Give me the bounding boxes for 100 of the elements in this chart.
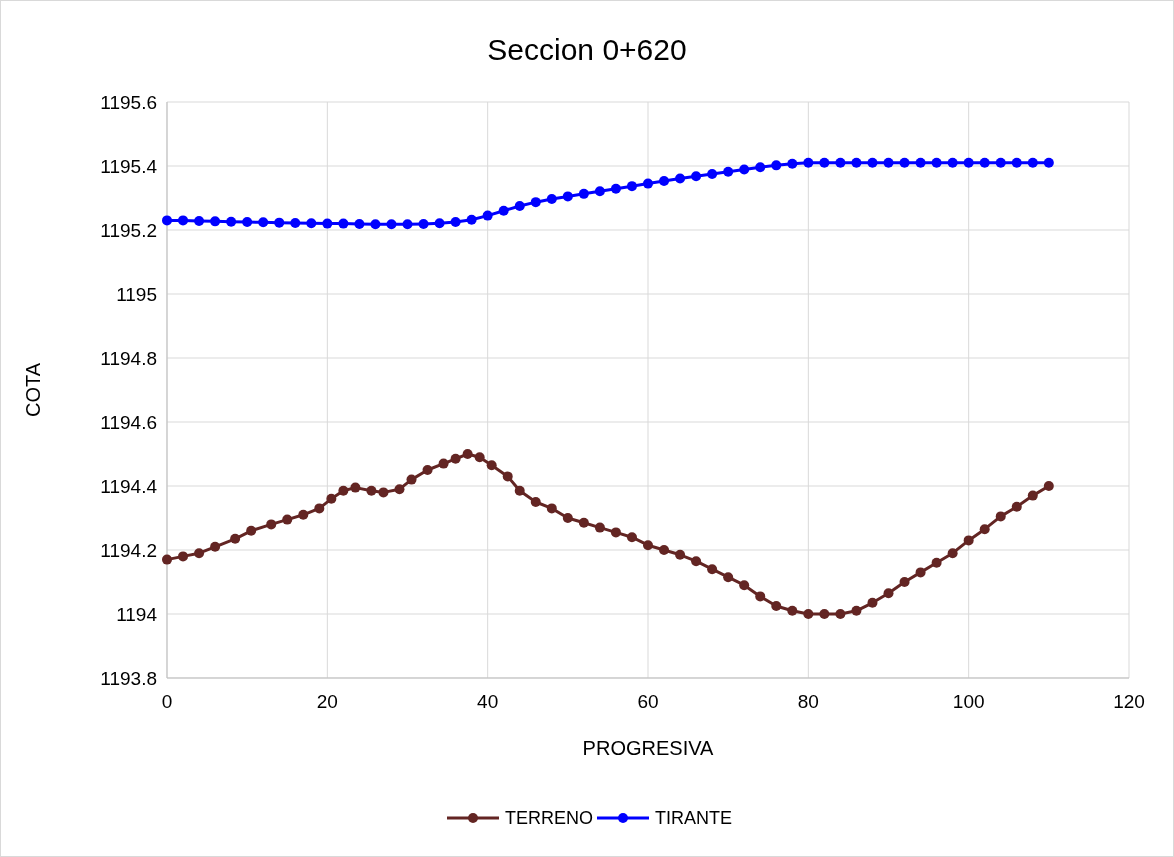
point: [514, 201, 525, 211]
point: [530, 497, 541, 507]
point: [178, 215, 189, 226]
legend-label: TERRENO: [505, 808, 594, 829]
point: [707, 564, 718, 575]
point: [851, 605, 862, 616]
point: [514, 485, 525, 496]
y-tick-label: 1194.8: [100, 347, 157, 369]
point: [787, 605, 798, 616]
point: [578, 188, 589, 199]
point: [787, 158, 798, 169]
y-tick-label: 1194.6: [100, 411, 157, 433]
point: [819, 157, 830, 168]
point: [194, 548, 205, 559]
x-tick-label: 80: [797, 691, 819, 712]
point: [691, 556, 702, 567]
point: [306, 218, 317, 229]
legend-label: TIRANTE: [655, 808, 733, 829]
point: [867, 597, 878, 608]
y-tick-label: 1195.6: [100, 91, 157, 113]
point: [931, 557, 942, 568]
point: [378, 487, 389, 498]
point: [835, 157, 846, 168]
point: [963, 535, 974, 546]
point: [883, 157, 894, 168]
point: [643, 178, 653, 189]
point: [995, 157, 1006, 168]
point: [242, 217, 253, 227]
point: [578, 517, 589, 528]
y-tick-label: 1194.2: [100, 539, 157, 561]
point: [979, 524, 990, 535]
point: [883, 588, 894, 599]
point: [819, 609, 830, 619]
point: [755, 162, 766, 173]
point: [438, 458, 449, 469]
point: [1027, 490, 1038, 501]
point: [162, 215, 172, 226]
y-tick-label: 1195.4: [100, 155, 158, 177]
point: [486, 460, 497, 471]
point: [963, 157, 974, 168]
point: [771, 601, 782, 611]
point: [1043, 157, 1054, 168]
point: [474, 452, 485, 463]
point: [610, 527, 621, 538]
point: [899, 577, 910, 587]
point: [326, 493, 337, 504]
y-axis-title: COTA: [22, 362, 44, 418]
x-tick-label: 100: [952, 691, 985, 712]
point: [707, 169, 718, 179]
point: [402, 219, 413, 230]
point: [1011, 501, 1022, 512]
point: [979, 157, 990, 168]
point: [675, 549, 686, 560]
point: [803, 609, 814, 619]
point: [995, 511, 1006, 522]
point: [258, 217, 269, 228]
point: [230, 533, 241, 544]
point: [462, 449, 473, 459]
point: [354, 218, 365, 229]
point: [546, 503, 557, 514]
point: [562, 191, 573, 202]
point: [851, 157, 862, 168]
point: [482, 210, 493, 221]
point: [406, 474, 417, 485]
point: [723, 166, 734, 177]
point: [867, 157, 878, 168]
x-tick-label: 60: [637, 691, 659, 712]
point: [594, 522, 605, 533]
point: [226, 216, 237, 227]
point: [210, 541, 221, 552]
y-tick-label: 1194: [116, 603, 158, 625]
x-axis-title: PROGRESIVA: [582, 737, 715, 759]
point: [659, 545, 670, 555]
y-tick-label: 1193.8: [100, 667, 157, 689]
y-tick-label: 1195.2: [100, 219, 157, 241]
point: [675, 173, 686, 184]
point: [338, 485, 349, 496]
point: [739, 164, 750, 175]
point: [915, 157, 926, 168]
point: [338, 218, 349, 229]
point: [691, 171, 702, 182]
x-tick-label: 40: [477, 691, 499, 712]
point: [562, 513, 573, 523]
point: [915, 567, 926, 578]
point: [546, 193, 557, 204]
y-tick-label: 1194.4: [100, 475, 158, 497]
point: [418, 218, 429, 229]
point: [931, 157, 942, 168]
point: [298, 509, 309, 520]
x-tick-label: 120: [1113, 691, 1145, 712]
point: [386, 219, 397, 230]
point: [723, 572, 734, 583]
point: [1027, 157, 1038, 168]
point: [282, 514, 293, 525]
point: [266, 519, 277, 530]
point: [643, 540, 653, 551]
point: [1043, 481, 1054, 491]
point: [626, 181, 637, 192]
point: [626, 532, 637, 543]
point: [370, 219, 381, 230]
